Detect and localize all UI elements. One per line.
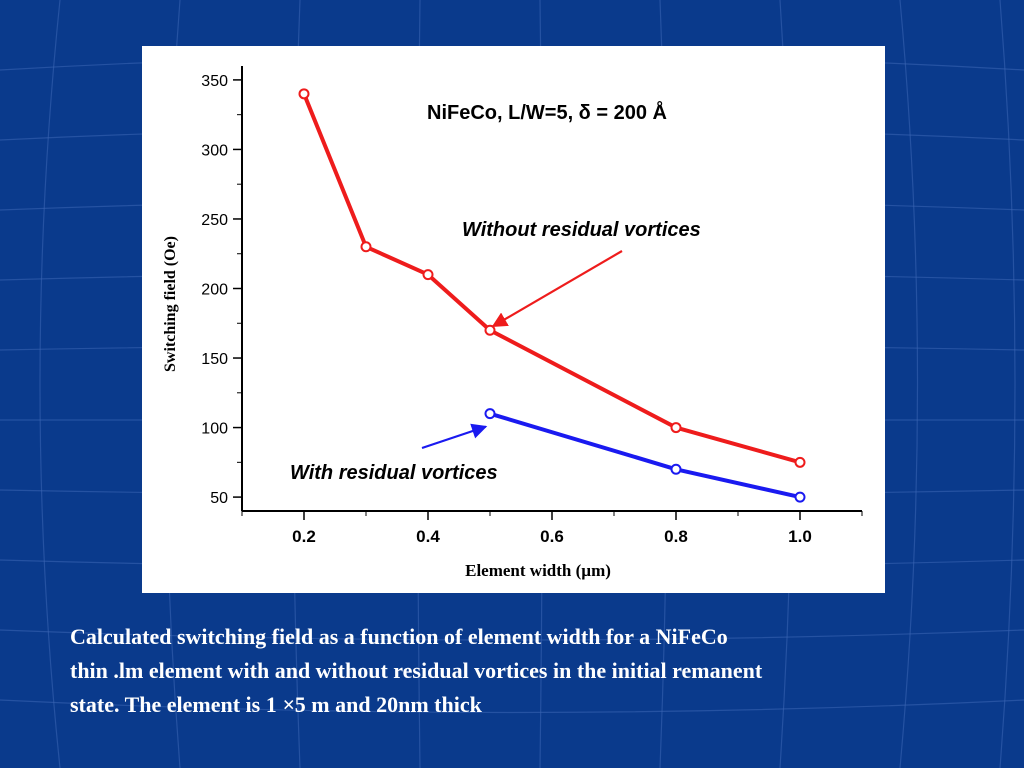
y-axis-label: Switching field (Oe) <box>162 236 179 372</box>
data-point-without-vortices <box>360 241 372 253</box>
data-point-without-vortices <box>670 422 682 434</box>
series-line-with-vortices <box>488 411 802 500</box>
data-point-without-vortices <box>484 324 496 336</box>
slide-caption: Calculated switching field as a function… <box>70 620 990 722</box>
x-tick-label: 1.0 <box>788 527 812 546</box>
y-tick-label: 250 <box>201 212 228 229</box>
data-point-with-vortices <box>484 408 496 420</box>
annotation-with-vortices: With residual vortices <box>290 462 498 484</box>
caption-line-1: Calculated switching field as a function… <box>70 624 728 649</box>
x-tick-label: 0.6 <box>540 527 564 546</box>
y-tick-label: 50 <box>210 490 228 507</box>
caption-line-2: thin .lm element with and without residu… <box>70 658 763 683</box>
x-tick-label: 0.8 <box>664 527 688 546</box>
data-point-without-vortices <box>794 456 806 468</box>
chart-title: NiFeCo, L/W=5, δ = 200 Å <box>427 100 667 124</box>
series-line-without-vortices <box>302 91 802 465</box>
data-point-with-vortices <box>670 463 682 475</box>
arrow-with-vortices <box>421 423 488 450</box>
y-tick-label: 300 <box>201 142 228 159</box>
chart-panel: 50 100 150 200 250 300 350 0.2 0.4 0.6 0.8 1.0 With… <box>142 46 885 593</box>
y-tick-label: 150 <box>201 351 228 368</box>
x-axis-label: Element width (µm) <box>465 561 611 580</box>
series-with-vortices <box>484 408 806 503</box>
times-symbol: × <box>282 692 295 717</box>
y-tick-label: 350 <box>201 73 228 90</box>
annotation-without-vortices: Without residual vortices <box>462 219 701 241</box>
annotations: Without residual vortices With residual v… <box>290 219 701 484</box>
caption-line-3-before: state. The element is 1 <box>70 692 277 717</box>
data-point-with-vortices <box>794 491 806 503</box>
switching-field-chart: 50 100 150 200 250 300 350 0.2 0.4 0.6 0.8 1.0 With… <box>162 66 863 580</box>
y-tick-label: 200 <box>201 282 228 299</box>
y-tick-label: 100 <box>201 421 228 438</box>
data-point-without-vortices <box>298 88 310 100</box>
x-tick-label: 0.4 <box>416 527 440 546</box>
axes: 50 100 150 200 250 300 350 0.2 0.4 0.6 0.8 1.0 <box>201 66 863 546</box>
series-without-vortices <box>298 88 806 468</box>
data-point-without-vortices <box>422 269 434 281</box>
caption-line-3-after: 5 m and 20nm thick <box>294 692 482 717</box>
caption-line-3: state. The element is 1 ×5 m and 20nm th… <box>70 688 990 722</box>
data-series <box>298 88 806 503</box>
arrow-without-vortices <box>491 250 623 328</box>
x-tick-label: 0.2 <box>292 527 316 546</box>
